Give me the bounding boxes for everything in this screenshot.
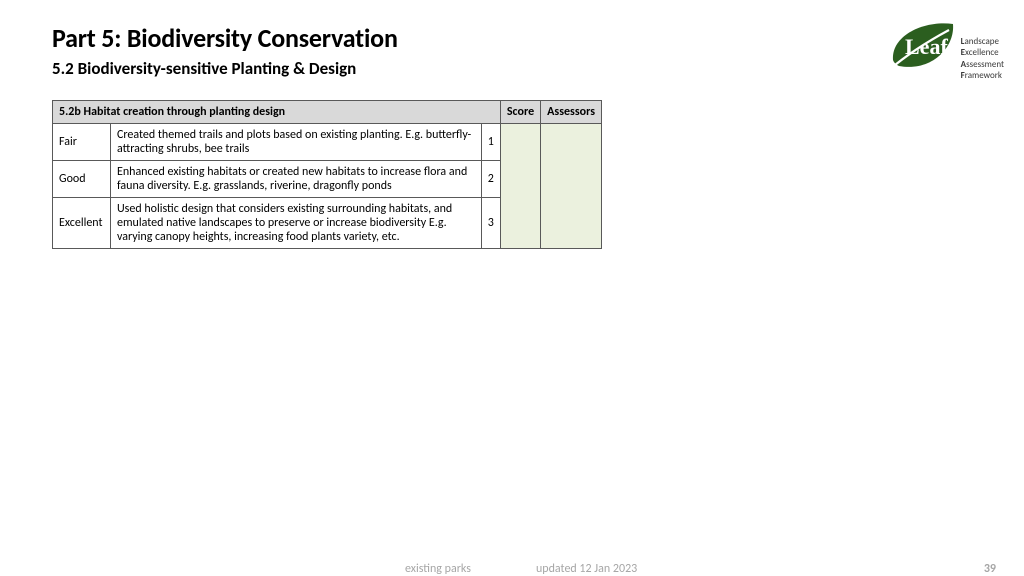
logo-text: Landscape Excellence Assessment Framewor… bbox=[961, 36, 1004, 81]
slide: Part 5: Biodiversity Conservation 5.2 Bi… bbox=[0, 0, 1024, 576]
leaf-logo: Leaf Landscape Excellence Assessment Fra… bbox=[883, 18, 1004, 81]
level-cell: Fair bbox=[53, 124, 111, 161]
level-cell: Excellent bbox=[53, 198, 111, 249]
desc-cell: Used holistic design that considers exis… bbox=[110, 198, 481, 249]
table-header-row: 5.2b Habitat creation through planting d… bbox=[53, 101, 602, 124]
page-number: 39 bbox=[984, 562, 996, 576]
leaf-icon: Leaf bbox=[883, 18, 957, 76]
page-title: Part 5: Biodiversity Conservation bbox=[52, 22, 398, 54]
assessors-blank bbox=[541, 124, 602, 249]
page-subtitle: 5.2 Biodiversity-sensitive Planting & De… bbox=[52, 58, 398, 79]
col-assessors: Assessors bbox=[541, 101, 602, 124]
desc-cell: Created themed trails and plots based on… bbox=[110, 124, 481, 161]
score-cell: 1 bbox=[481, 124, 500, 161]
header: Part 5: Biodiversity Conservation 5.2 Bi… bbox=[52, 22, 398, 79]
logo-word: Leaf bbox=[905, 34, 948, 59]
score-blank bbox=[500, 124, 540, 249]
level-cell: Good bbox=[53, 161, 111, 198]
footer-center: updated 12 Jan 2023 bbox=[536, 562, 637, 576]
footer-left: existing parks bbox=[405, 562, 471, 576]
criteria-table: 5.2b Habitat creation through planting d… bbox=[52, 100, 602, 249]
table-title: 5.2b Habitat creation through planting d… bbox=[53, 101, 501, 124]
desc-cell: Enhanced existing habitats or created ne… bbox=[110, 161, 481, 198]
score-cell: 2 bbox=[481, 161, 500, 198]
table-row: Fair Created themed trails and plots bas… bbox=[53, 124, 602, 161]
score-cell: 3 bbox=[481, 198, 500, 249]
col-score: Score bbox=[500, 101, 540, 124]
criteria-table-wrap: 5.2b Habitat creation through planting d… bbox=[52, 100, 602, 249]
